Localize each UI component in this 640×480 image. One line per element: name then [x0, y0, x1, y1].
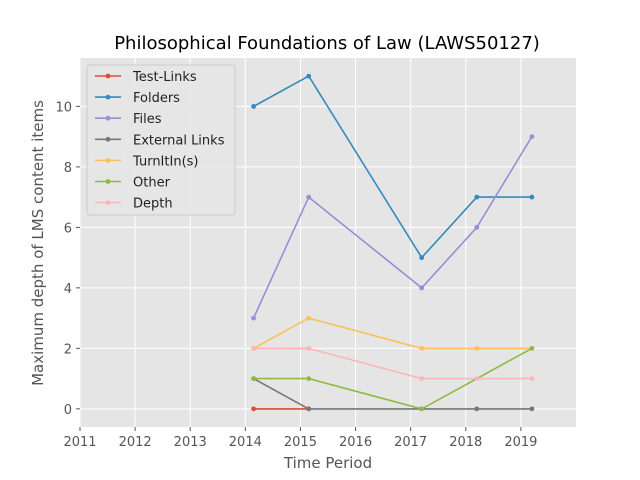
data-point [306, 345, 312, 351]
x-tick-label: 2018 [449, 435, 482, 450]
legend-swatch-marker [105, 94, 111, 100]
data-point [419, 376, 425, 382]
legend-label: Test-Links [132, 70, 197, 85]
axis-ticks: 2011 2012 2013 2014 2015 2016 2017 2018 2019 0 2 4 6… [55, 100, 537, 450]
data-point [529, 345, 535, 351]
y-tick-label: 8 [64, 161, 72, 176]
legend-entry: Other [95, 176, 171, 191]
x-tick-label: 2012 [119, 435, 152, 450]
data-point [529, 376, 535, 382]
data-point [251, 406, 256, 412]
data-point [474, 406, 480, 412]
data-point [529, 194, 535, 200]
legend-label: Files [133, 112, 162, 127]
data-point [306, 315, 312, 321]
y-tick-label: 0 [64, 403, 72, 418]
legend-entry: External Links [95, 133, 225, 148]
data-point [474, 224, 480, 230]
data-point [474, 194, 480, 200]
legend-entry: Folders [95, 91, 180, 106]
data-point [251, 376, 256, 382]
data-point [306, 406, 312, 412]
x-tick-label: 2014 [229, 435, 262, 450]
legend-entry: Test-Links [95, 70, 197, 85]
data-point [419, 345, 425, 351]
data-point [306, 194, 312, 200]
legend-label: TurnItIn(s) [132, 154, 198, 169]
x-tick-label: 2016 [339, 435, 372, 450]
legend-swatch-marker [105, 158, 111, 163]
series-layer [251, 73, 535, 412]
legend-swatch-marker [105, 73, 111, 79]
data-point [419, 285, 425, 291]
x-tick-label: 2019 [504, 435, 537, 450]
y-axis-title: Maximum depth of LMS content items [29, 100, 47, 386]
legend-swatch-marker [105, 200, 111, 206]
data-point [419, 406, 425, 412]
legend-label: External Links [133, 133, 225, 148]
y-tick-label: 6 [64, 221, 72, 236]
legend-label: Folders [133, 91, 180, 106]
series-depth [251, 345, 535, 382]
y-tick-label: 2 [64, 342, 72, 357]
legend-label: Other [133, 176, 171, 191]
y-tick-label: 10 [55, 100, 72, 115]
data-point [529, 406, 535, 412]
data-point [251, 345, 256, 351]
legend-label: Depth [133, 197, 173, 212]
legend: Test-Links Folders Files External Links Turn… [86, 64, 236, 216]
legend-entry: TurnItIn(s) [95, 154, 198, 169]
legend-entry: Files [95, 112, 162, 127]
x-tick-label: 2013 [174, 435, 207, 450]
data-point [474, 345, 480, 351]
legend-entry: Depth [95, 197, 173, 212]
data-point [419, 255, 425, 261]
legend-box [86, 64, 236, 216]
x-tick-label: 2011 [63, 435, 96, 450]
series-files [251, 134, 535, 321]
x-tick-label: 2017 [394, 435, 427, 450]
y-tick-label: 4 [64, 282, 72, 297]
data-point [251, 103, 256, 109]
data-point [529, 134, 535, 140]
legend-swatch-marker [105, 115, 111, 121]
data-point [474, 376, 480, 382]
legend-swatch-marker [105, 136, 111, 142]
data-point [306, 73, 312, 79]
data-point [251, 315, 256, 321]
data-point [306, 376, 312, 382]
x-tick-label: 2015 [284, 435, 317, 450]
chart-title: Philosophical Foundations of Law (LAWS50… [114, 33, 540, 54]
x-axis-title: Time Period [283, 454, 372, 472]
legend-swatch-marker [105, 179, 111, 184]
